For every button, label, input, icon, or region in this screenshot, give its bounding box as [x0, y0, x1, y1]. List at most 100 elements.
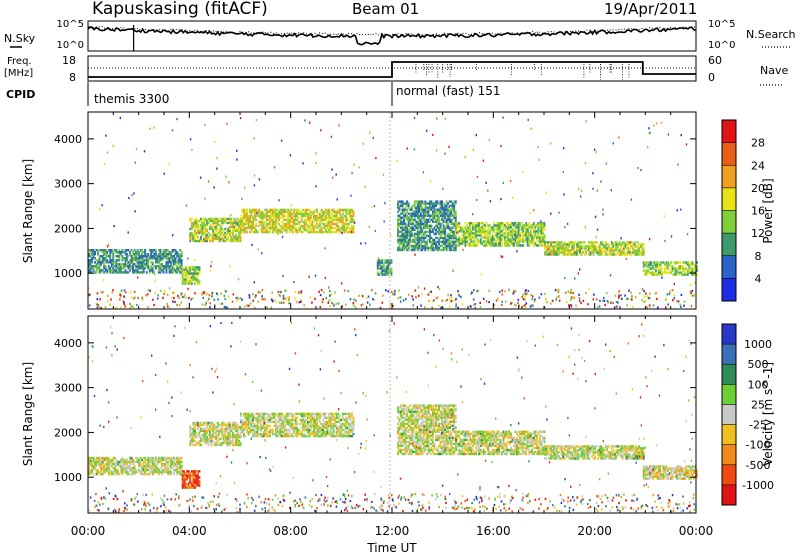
echo-cell-velocity [227, 443, 230, 447]
echo-cell-velocity [207, 439, 210, 443]
echo-cell-velocity [153, 458, 156, 462]
colorbar-swatch-power [722, 142, 736, 166]
echo-cell-power [607, 249, 610, 252]
echo-cell-power [418, 202, 421, 205]
echo-cell-power [529, 240, 532, 243]
echo-cell-velocity [187, 472, 190, 475]
echo-cell-power [550, 251, 552, 254]
echo-cell-velocity [89, 468, 92, 472]
scatter-cell-power [488, 289, 490, 292]
scatter-cell-power [330, 135, 333, 138]
echo-cell-power [250, 220, 253, 224]
echo-cell-velocity [224, 427, 227, 431]
scatter-cell-power [366, 296, 368, 299]
scatter-cell-power [282, 274, 284, 277]
echo-cell-power [275, 208, 277, 212]
echo-cell-power [101, 269, 104, 272]
echo-cell-power [284, 208, 286, 212]
echo-cell-power [328, 226, 331, 230]
echo-cell-power [404, 206, 407, 209]
echo-cell-velocity [198, 441, 201, 445]
scatter-cell-power [429, 180, 432, 183]
scatter-cell-power [667, 303, 669, 306]
echo-cell-power [438, 240, 440, 244]
echo-cell-power [680, 271, 683, 274]
echo-cell-velocity [107, 472, 110, 476]
echo-cell-power [133, 253, 136, 256]
scatter-cell-power [319, 305, 322, 309]
echo-cell-velocity [174, 458, 177, 462]
echo-cell-power [618, 253, 621, 256]
echo-cell-power [139, 257, 142, 260]
echo-cell-velocity [147, 458, 150, 462]
echo-cell-velocity [112, 456, 115, 460]
echo-cell-power [88, 255, 90, 258]
echo-cell-power [406, 232, 409, 236]
echo-cell-power [138, 265, 141, 268]
noise-left-tick-top: 10^5 [57, 19, 84, 30]
scatter-cell-power [579, 268, 581, 271]
echo-cell-power [511, 222, 514, 225]
echo-cell-velocity [147, 456, 150, 460]
echo-cell-power [151, 249, 154, 252]
echo-cell-power [638, 253, 641, 256]
echo-cell-power [540, 232, 543, 235]
echo-cell-power [400, 238, 402, 242]
echo-cell-power [526, 232, 529, 235]
echo-cell-power [439, 214, 442, 217]
echo-cell-power [297, 230, 300, 234]
scatter-cell-power [248, 304, 250, 307]
echo-cell-power [196, 266, 199, 269]
echo-cell-power [572, 241, 575, 244]
echo-cell-power [340, 208, 343, 212]
echo-cell-power [412, 218, 415, 221]
echo-cell-power [247, 226, 250, 230]
echo-cell-power [404, 238, 407, 242]
scatter-cell-power [689, 290, 692, 293]
echo-cell-power [381, 273, 384, 276]
echo-cell-power [451, 202, 454, 205]
echo-cell-power [401, 248, 404, 252]
scatter-cell-power [669, 290, 671, 293]
echo-cell-power [164, 253, 166, 256]
echo-cell-velocity [100, 468, 103, 472]
echo-cell-power [519, 234, 522, 237]
echo-cell-power [513, 234, 515, 237]
echo-cell-power [249, 218, 251, 222]
echo-cell-velocity [212, 423, 214, 427]
echo-cell-velocity [240, 420, 242, 424]
echo-cell-power [313, 210, 315, 214]
echo-cell-velocity [192, 472, 195, 475]
echo-cell-power [416, 234, 419, 238]
echo-cell-power [467, 230, 470, 233]
echo-cell-velocity [156, 466, 159, 470]
echo-cell-power [183, 280, 186, 283]
echo-cell-power [448, 244, 451, 248]
echo-cell-power [403, 216, 405, 219]
echo-cell-power [161, 257, 163, 260]
echo-cell-velocity [101, 460, 104, 464]
echo-cell-power [559, 245, 562, 248]
echo-cell-power [198, 282, 201, 285]
echo-cell-power [398, 218, 401, 221]
echo-cell-power [510, 226, 512, 229]
echo-cell-power [511, 228, 514, 231]
echo-cell-velocity [233, 427, 236, 431]
echo-cell-power [221, 237, 224, 241]
echo-cell-power [517, 232, 520, 235]
echo-cell-power [575, 253, 578, 256]
echo-cell-power [338, 228, 341, 232]
echo-cell-power [244, 228, 247, 232]
echo-cell-power [639, 253, 642, 256]
echo-cell-velocity [193, 425, 196, 429]
echo-cell-power [313, 226, 315, 230]
echo-cell-power [458, 244, 461, 247]
echo-cell-power [406, 230, 409, 233]
scatter-cell-power [384, 202, 386, 205]
echo-cell-power [629, 253, 631, 256]
echo-cell-power [268, 224, 271, 228]
scatter-cell-power [295, 301, 298, 304]
scatter-cell-power [595, 151, 598, 154]
echo-cell-velocity [238, 433, 240, 437]
echo-cell-power [610, 243, 613, 246]
